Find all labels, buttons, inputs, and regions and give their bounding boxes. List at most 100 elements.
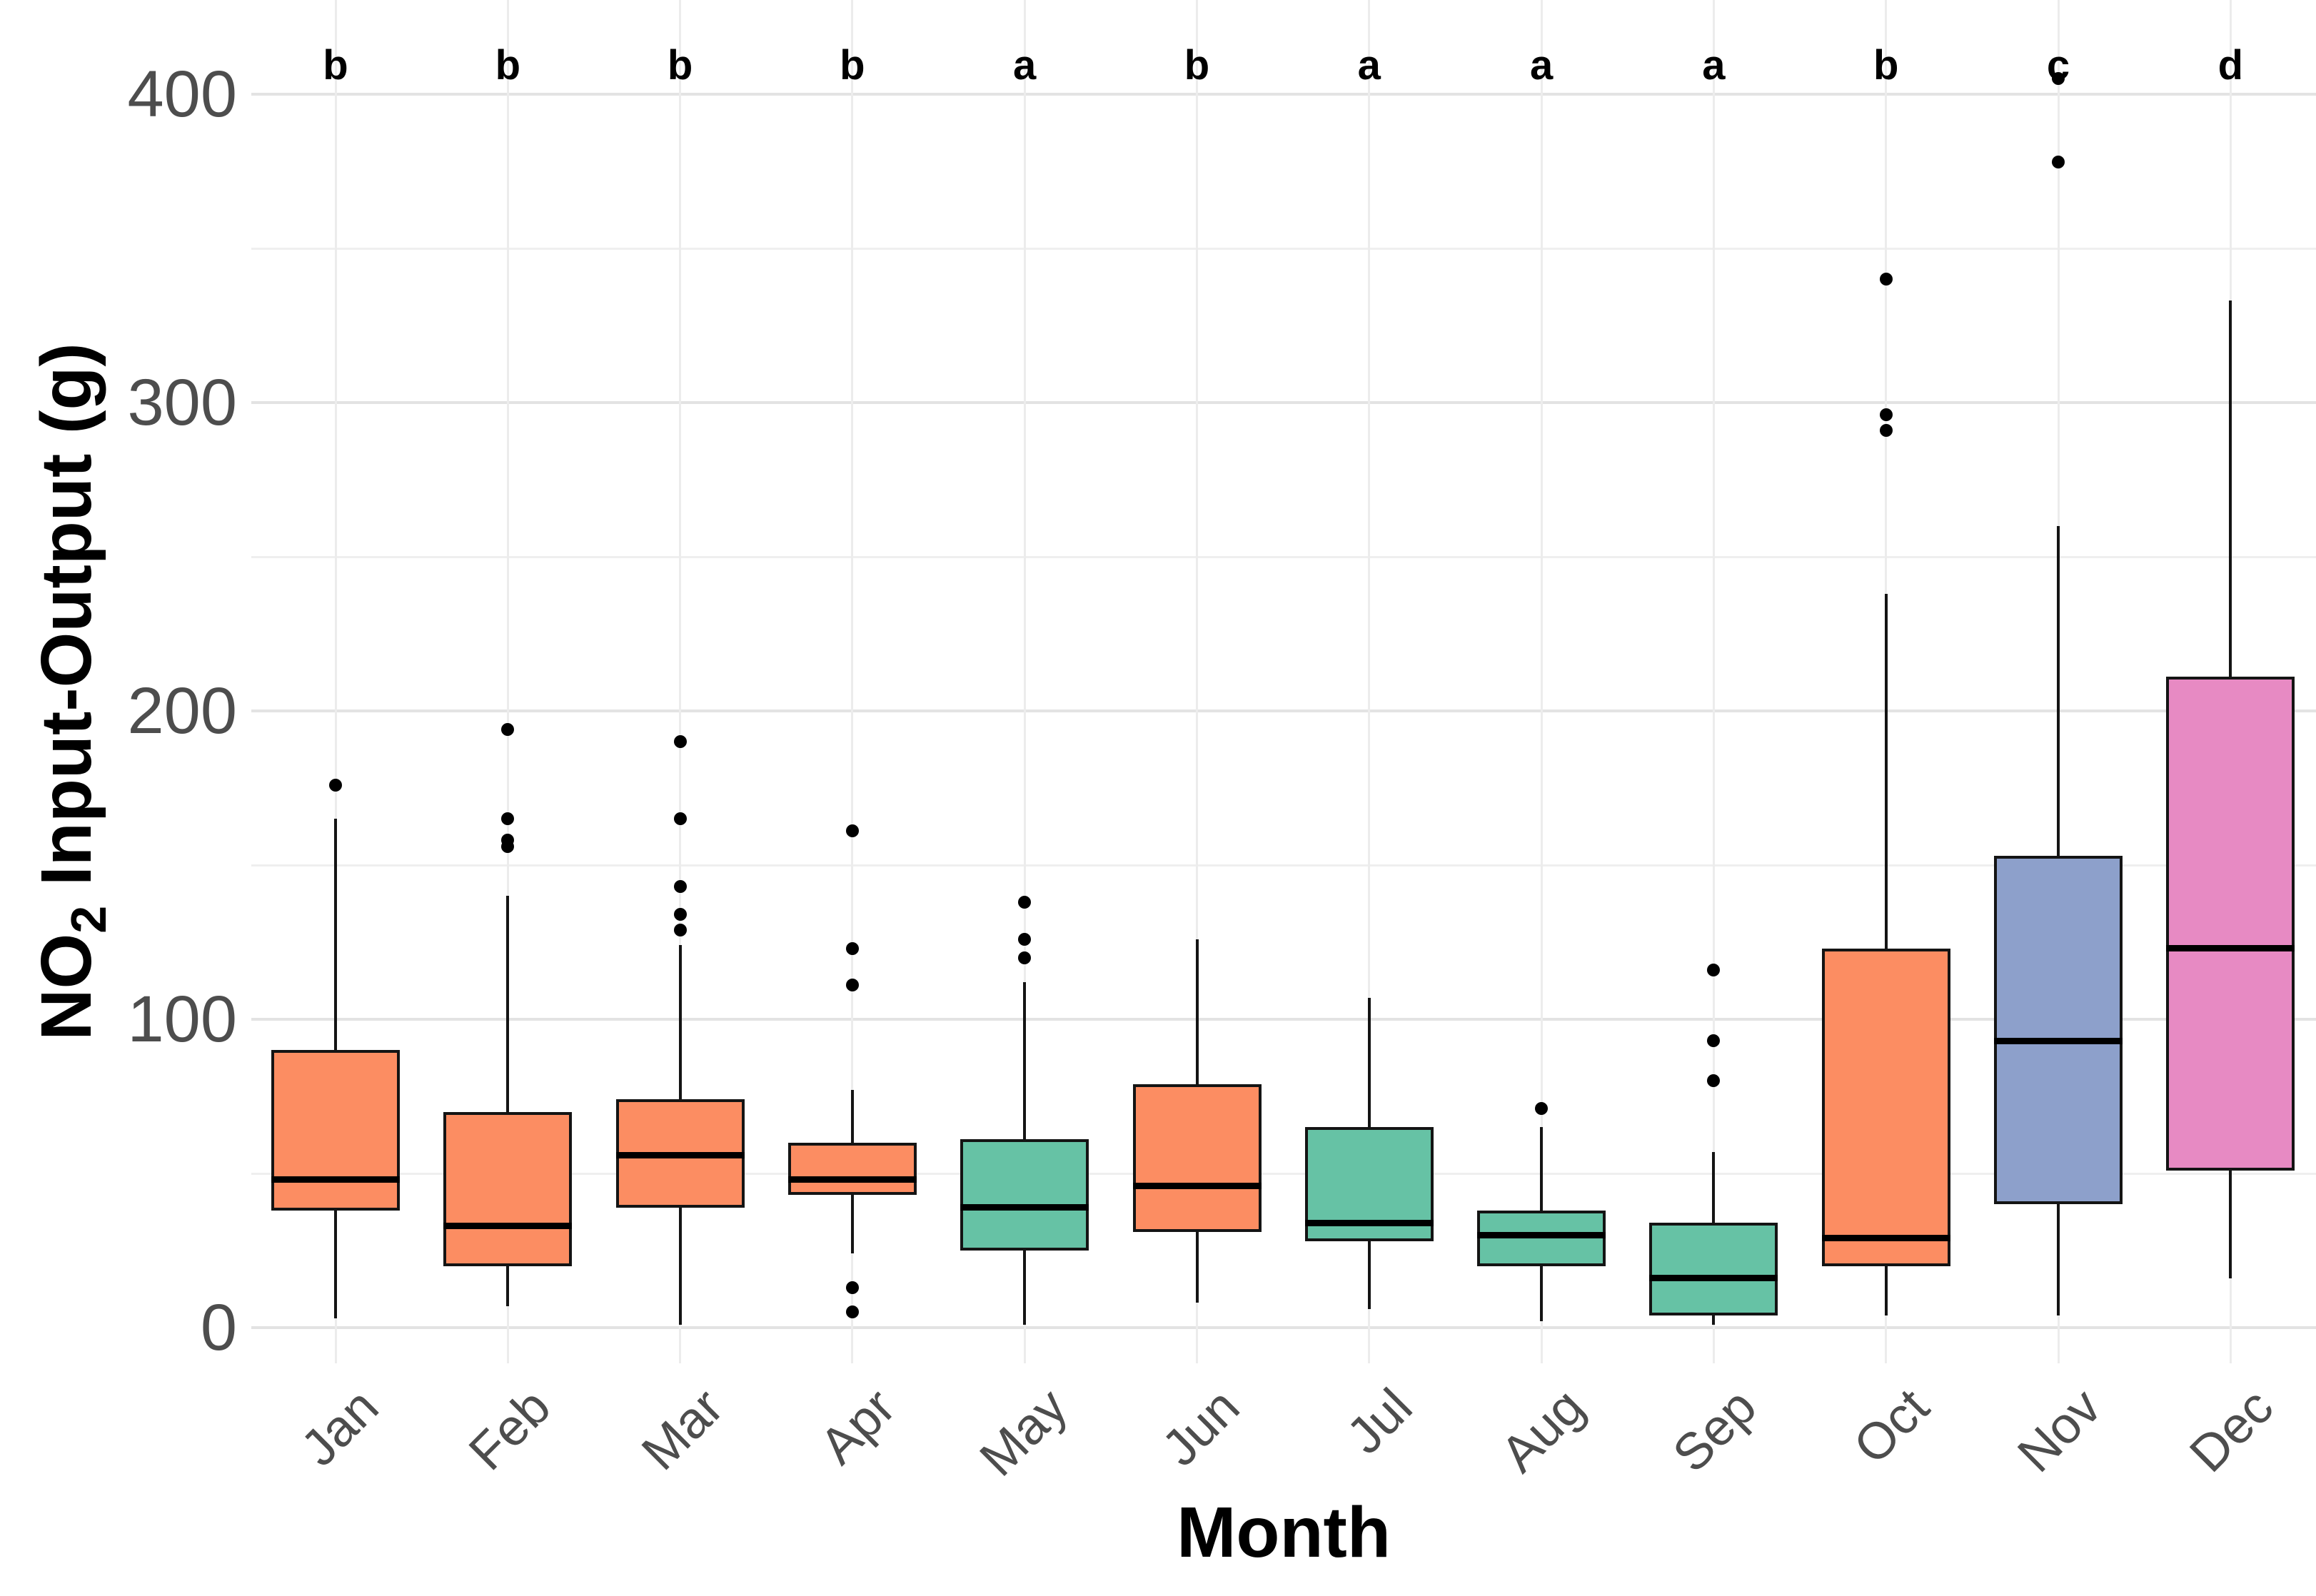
box-May — [960, 1139, 1089, 1251]
whisker-lower-Oct — [1884, 1266, 1888, 1315]
whisker-upper-Jul — [1367, 997, 1371, 1128]
y-tick-label-0: 0 — [200, 1291, 237, 1364]
box-Nov — [1994, 856, 2123, 1205]
whisker-upper-Jan — [334, 819, 337, 1051]
median-May — [960, 1204, 1089, 1211]
whisker-lower-Dec — [2229, 1170, 2232, 1278]
outlier-dot-Nov-1 — [2052, 72, 2065, 86]
whisker-upper-Mar — [678, 945, 682, 1100]
outlier-dot-Jan-0 — [329, 778, 342, 792]
outlier-dot-Mar-1 — [673, 908, 687, 921]
gridline-x-Jun — [1196, 0, 1198, 1363]
x-axis-title: Month — [1177, 1493, 1391, 1572]
whisker-lower-Mar — [678, 1207, 682, 1325]
whisker-lower-Aug — [1540, 1266, 1544, 1322]
gridline-x-Sep — [1712, 0, 1715, 1363]
outlier-dot-Apr-1 — [845, 1281, 859, 1294]
whisker-upper-Sep — [1712, 1151, 1716, 1223]
x-tick-label-Sep: Sep — [1662, 1378, 1768, 1483]
sig-letter-Sep: a — [1702, 42, 1726, 89]
outlier-dot-Mar-2 — [673, 880, 687, 894]
box-Jan — [271, 1050, 400, 1211]
gridline-y-minor-350 — [251, 247, 2316, 250]
whisker-upper-Apr — [850, 1090, 854, 1143]
outlier-dot-Oct-2 — [1879, 273, 1893, 286]
box-Feb — [443, 1111, 573, 1266]
y-tick-label-300: 300 — [127, 366, 238, 439]
whisker-upper-Oct — [1884, 593, 1888, 949]
gridline-y-major-200 — [251, 709, 2316, 712]
gridline-x-May — [1023, 0, 1026, 1363]
outlier-dot-Apr-2 — [845, 979, 859, 992]
x-tick-label-Mar: Mar — [630, 1378, 734, 1481]
x-tick-label-Jul: Jul — [1336, 1378, 1424, 1465]
gridline-y-major-0 — [251, 1326, 2316, 1329]
whisker-lower-May — [1023, 1251, 1027, 1325]
y-tick-label-200: 200 — [127, 675, 238, 747]
sig-letter-Dec: d — [2217, 42, 2244, 89]
median-Nov — [1994, 1037, 2123, 1044]
outlier-dot-Feb-2 — [501, 812, 515, 826]
outlier-dot-Oct-1 — [1879, 408, 1893, 422]
outlier-dot-Aug-0 — [1535, 1102, 1549, 1116]
whisker-lower-Jun — [1195, 1232, 1199, 1303]
x-tick-label-Jun: Jun — [1152, 1378, 1251, 1478]
outlier-dot-Sep-2 — [1707, 963, 1721, 976]
y-axis-title-subscript: 2 — [61, 905, 116, 934]
sig-letter-Apr: b — [840, 42, 865, 89]
y-tick-label-100: 100 — [127, 983, 238, 1056]
gridline-x-Aug — [1540, 0, 1543, 1363]
x-tick-label-Dec: Dec — [2179, 1378, 2285, 1483]
box-Oct — [1821, 948, 1950, 1266]
x-tick-label-Aug: Aug — [1490, 1378, 1596, 1483]
whisker-upper-Aug — [1540, 1127, 1544, 1211]
whisker-lower-Apr — [850, 1195, 854, 1254]
median-Jun — [1132, 1182, 1262, 1189]
whisker-upper-Dec — [2229, 300, 2232, 677]
gridline-y-major-300 — [251, 401, 2316, 404]
gridline-y-minor-150 — [251, 864, 2316, 867]
sig-letter-Oct: b — [1873, 42, 1899, 89]
gridline-y-minor-250 — [251, 555, 2316, 558]
whisker-upper-Feb — [506, 896, 510, 1112]
gridline-y-major-100 — [251, 1018, 2316, 1021]
median-Sep — [1649, 1275, 1778, 1282]
whisker-lower-Sep — [1712, 1315, 1716, 1325]
whisker-upper-Jun — [1195, 939, 1199, 1084]
whisker-lower-Feb — [506, 1266, 510, 1306]
gridline-x-Jan — [334, 0, 337, 1363]
outlier-dot-Mar-0 — [673, 923, 687, 936]
sig-letter-Nov: c — [2046, 42, 2070, 89]
median-Oct — [1821, 1235, 1950, 1242]
median-Feb — [443, 1222, 573, 1229]
outlier-dot-Feb-3 — [501, 722, 515, 736]
gridline-x-Jul — [1368, 0, 1371, 1363]
whisker-lower-Jul — [1367, 1241, 1371, 1310]
whisker-lower-Nov — [2057, 1204, 2060, 1315]
outlier-dot-Apr-3 — [845, 941, 859, 955]
median-Aug — [1477, 1231, 1606, 1238]
outlier-dot-Apr-0 — [845, 1305, 859, 1319]
median-Dec — [2166, 945, 2295, 952]
median-Jan — [271, 1176, 400, 1183]
x-tick-label-Feb: Feb — [458, 1378, 562, 1482]
x-tick-label-May: May — [969, 1378, 1079, 1488]
gridline-x-Mar — [679, 0, 682, 1363]
x-tick-label-Oct: Oct — [1843, 1378, 1940, 1475]
sig-letter-Aug: a — [1529, 42, 1554, 89]
median-Apr — [787, 1176, 917, 1183]
sig-letter-Jul: a — [1357, 42, 1381, 89]
outlier-dot-Oct-0 — [1879, 423, 1893, 437]
outlier-dot-May-1 — [1018, 932, 1032, 946]
box-Dec — [2166, 677, 2295, 1171]
whisker-lower-Jan — [334, 1210, 337, 1319]
sig-letter-Feb: b — [495, 42, 521, 89]
box-Apr — [787, 1142, 917, 1196]
whisker-upper-Nov — [2057, 525, 2060, 857]
gridline-y-major-400 — [251, 93, 2316, 96]
gridline-y-minor-50 — [251, 1172, 2316, 1175]
box-Jun — [1132, 1084, 1262, 1233]
sig-letter-Jan: b — [323, 42, 348, 89]
outlier-dot-Mar-3 — [673, 812, 687, 826]
